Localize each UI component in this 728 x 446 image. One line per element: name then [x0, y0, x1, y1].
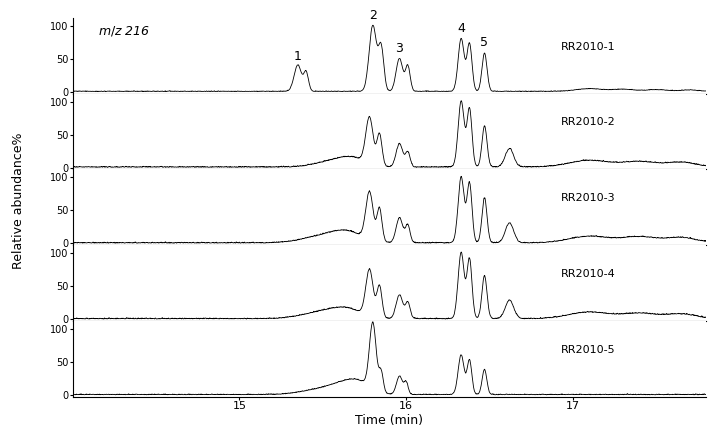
- Text: RR2010-4: RR2010-4: [561, 269, 615, 279]
- Text: 5: 5: [480, 37, 488, 50]
- Text: 4: 4: [457, 22, 465, 35]
- X-axis label: Time (min): Time (min): [355, 414, 424, 427]
- Text: 3: 3: [395, 42, 403, 55]
- Text: 2: 2: [369, 9, 377, 22]
- Text: 1: 1: [294, 50, 301, 63]
- Text: RR2010-1: RR2010-1: [561, 41, 615, 52]
- Text: $m/z$ 216: $m/z$ 216: [98, 25, 151, 38]
- Text: RR2010-3: RR2010-3: [561, 193, 615, 203]
- Text: Relative abundance%: Relative abundance%: [12, 132, 25, 269]
- Text: RR2010-5: RR2010-5: [561, 345, 615, 355]
- Text: RR2010-2: RR2010-2: [561, 117, 615, 128]
